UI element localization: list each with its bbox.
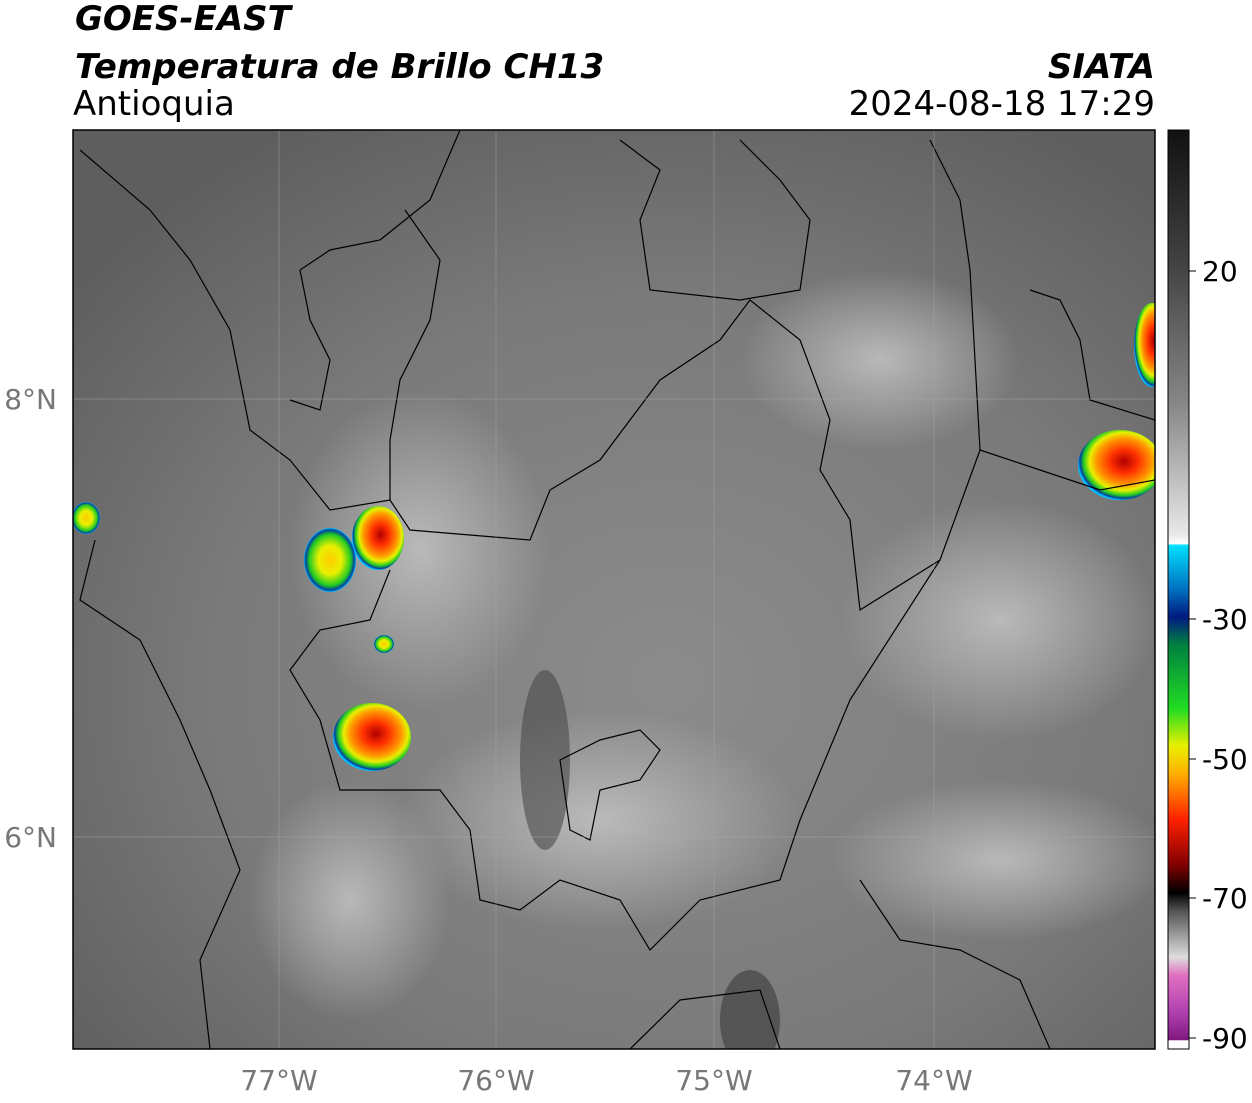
storm-cell xyxy=(352,506,404,570)
cloud xyxy=(250,780,450,1020)
storm-cell xyxy=(304,528,356,592)
cloud xyxy=(290,390,550,710)
colorbar xyxy=(1167,129,1190,1050)
subtitle: Temperatura de Brillo CH13 xyxy=(75,47,604,87)
lon-label: 77°W xyxy=(240,1064,317,1097)
colorbar-label: -90 xyxy=(1202,1022,1248,1055)
valley xyxy=(720,970,780,1049)
map-frame xyxy=(72,129,1156,1050)
colorbar-label: -50 xyxy=(1202,743,1248,776)
cloud xyxy=(830,780,1155,940)
storm-cell xyxy=(333,703,411,771)
colorbar-label: -70 xyxy=(1202,882,1248,915)
lon-label: 76°W xyxy=(457,1064,534,1097)
region: Antioquia xyxy=(73,84,235,124)
colorbar-label: -30 xyxy=(1202,603,1248,636)
storm-cell xyxy=(1078,430,1155,500)
cloud xyxy=(740,270,1020,450)
lat-label: 8°N xyxy=(4,383,57,416)
storm-cell xyxy=(374,635,394,653)
cloud xyxy=(840,500,1155,740)
map-area xyxy=(73,130,1155,1049)
title: GOES-EAST xyxy=(75,0,294,39)
valley xyxy=(520,670,570,850)
datetime: 2024-08-18 17:29 xyxy=(849,84,1155,124)
storm-cell xyxy=(1134,303,1155,387)
source: SIATA xyxy=(1048,47,1155,87)
colorbar-label: 20 xyxy=(1202,255,1238,288)
lon-label: 75°W xyxy=(675,1064,752,1097)
borders xyxy=(79,130,1155,1049)
storm-cell xyxy=(73,502,100,534)
lon-label: 74°W xyxy=(895,1064,972,1097)
lat-label: 6°N xyxy=(4,821,57,854)
cloud xyxy=(400,710,800,930)
graticule xyxy=(73,130,1155,1049)
